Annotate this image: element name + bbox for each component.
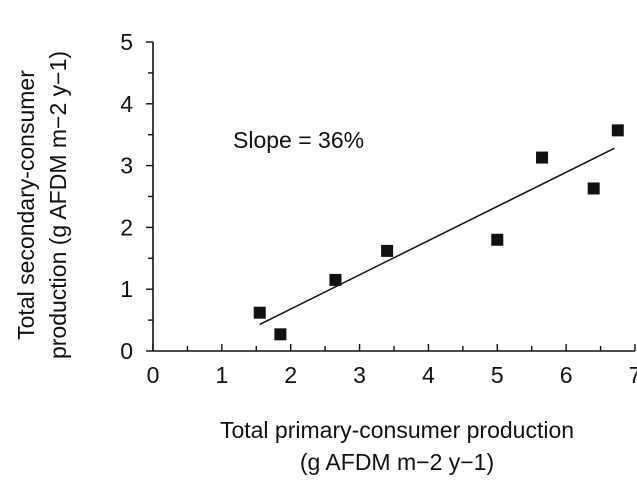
x-axis-title: Total primary-consumer production [220,417,574,443]
x-tick-label: 7 [629,362,637,388]
data-point [253,306,266,319]
x-tick-label: 0 [147,362,160,388]
x-tick-label: 2 [284,362,297,388]
x-tick-label: 5 [491,362,504,388]
y-tick-label: 4 [120,91,133,117]
data-point [329,273,342,286]
data-point [274,328,287,341]
data-point [587,182,600,195]
y-axis-title-line2: production (g AFDM m−2 y−1) [45,51,71,359]
y-tick-labels: 0 1 2 3 4 5 [120,29,133,364]
y-axis-title: Total secondary-consumer [13,70,39,340]
y-tick-label: 1 [120,276,133,302]
slope-annotation: Slope = 36% [233,127,364,153]
y-ticks [146,41,153,352]
data-points [253,124,624,341]
x-ticks [152,344,636,351]
x-tick-label: 3 [353,362,366,388]
x-tick-label: 6 [560,362,573,388]
data-point [491,233,504,246]
y-tick-label: 5 [120,29,133,55]
x-tick-label: 4 [422,362,435,388]
y-tick-label: 2 [120,214,133,240]
data-point [611,124,624,137]
data-point [536,151,549,164]
x-tick-label: 1 [215,362,228,388]
regression-line [259,147,615,326]
x-axis-units: (g AFDM m−2 y−1) [300,449,494,475]
y-tick-label: 3 [120,153,133,179]
x-tick-labels: 0 1 2 3 4 5 6 7 [147,362,637,388]
data-point [381,244,394,257]
y-tick-label: 0 [120,338,133,364]
